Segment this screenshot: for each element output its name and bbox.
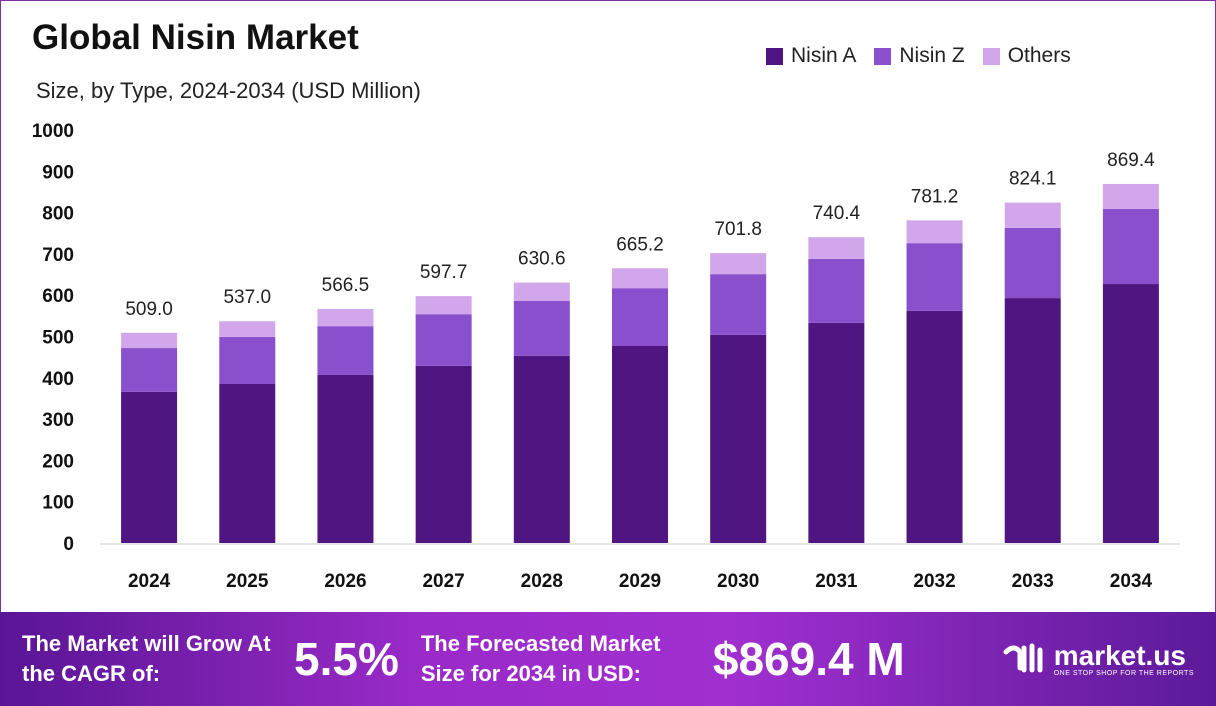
y-tick-label: 800: [42, 204, 74, 225]
forecast-value: $869.4 M: [712, 633, 905, 685]
x-tick-label: 2033: [1012, 571, 1054, 592]
y-tick-label: 700: [42, 245, 74, 266]
legend: Nisin A Nisin Z Others: [766, 44, 1071, 68]
bar-segment-nisin-z: [513, 300, 570, 356]
legend-item: Others: [982, 44, 1071, 68]
x-tick-label: 2028: [521, 571, 563, 592]
y-tick-label: 400: [42, 369, 74, 390]
bar-segment-nisin-z: [219, 336, 276, 384]
bar-segment-others: [317, 309, 374, 327]
chart-subtitle: Size, by Type, 2024-2034 (USD Million): [36, 78, 421, 103]
bar-total-label: 566.5: [322, 275, 370, 296]
bar-total-label: 781.2: [911, 186, 959, 207]
bar-total-label: 824.1: [1009, 169, 1057, 190]
bar-total-label: 740.4: [813, 203, 861, 224]
x-tick-label: 2029: [619, 571, 661, 592]
y-tick-label: 900: [42, 162, 74, 183]
y-tick-label: 100: [42, 493, 74, 514]
bar-segment-others: [612, 268, 668, 289]
bar-total-label: 630.6: [518, 249, 566, 270]
bar-total-label: 869.4: [1107, 150, 1155, 171]
bar-total-label: 537.0: [223, 287, 271, 308]
bar-segment-nisin-a: [612, 345, 668, 543]
legend-item: Nisin Z: [874, 44, 965, 68]
bar-total-label: 597.7: [420, 262, 468, 283]
bar-segment-others: [513, 282, 570, 301]
bar-segment-nisin-a: [513, 355, 570, 543]
market-us-logo-icon: [1003, 643, 1043, 673]
bar-segment-nisin-z: [710, 274, 767, 335]
bar-segment-nisin-z: [415, 314, 472, 366]
y-tick-label: 500: [42, 328, 74, 349]
bar-segment-nisin-z: [906, 243, 963, 311]
bar-segment-others: [415, 296, 472, 315]
cagr-value: 5.5%: [294, 633, 399, 685]
legend-item: Nisin A: [766, 44, 856, 68]
bar-segment-nisin-z: [808, 258, 865, 323]
y-tick-label: 200: [42, 451, 74, 472]
y-tick-label: 600: [42, 286, 74, 307]
cagr-label: The Market will Grow At the CAGR of:: [22, 631, 271, 686]
bar-total-label: 701.8: [714, 219, 762, 240]
bar-segment-nisin-a: [906, 310, 963, 543]
bar-segment-nisin-a: [808, 322, 865, 543]
bar-segment-others: [219, 321, 276, 337]
x-tick-label: 2032: [913, 571, 955, 592]
bar-segment-nisin-z: [317, 326, 374, 375]
bar-segment-nisin-a: [219, 383, 276, 543]
bar-segment-nisin-a: [415, 365, 472, 543]
brand-tagline: ONE STOP SHOP FOR THE REPORTS: [1053, 669, 1194, 677]
x-tick-label: 2024: [128, 571, 171, 592]
stacked-bar-chart: 0 100 200 300 400 500 600 700 800 900 1000 509.0 202…: [32, 121, 1180, 592]
bar-segment-others: [906, 220, 963, 244]
legend-label: Nisin Z: [899, 44, 965, 67]
bar-segment-others: [808, 237, 865, 259]
bar-segment-nisin-a: [317, 374, 374, 543]
y-tick-label: 1000: [32, 121, 74, 142]
legend-swatch: [982, 47, 1000, 65]
x-tick-label: 2030: [717, 571, 759, 592]
x-tick-label: 2027: [422, 571, 464, 592]
bar-segment-nisin-z: [1004, 227, 1061, 299]
bar-segment-nisin-a: [121, 391, 178, 543]
bar-segment-others: [710, 253, 767, 275]
legend-swatch: [874, 47, 892, 65]
bar-segment-nisin-a: [710, 334, 767, 543]
bar-segment-nisin-a: [1102, 284, 1159, 543]
x-tick-label: 2031: [815, 571, 858, 592]
chart-title: Global Nisin Market: [32, 18, 359, 57]
bar-total-label: 509.0: [125, 299, 173, 320]
x-tick-label: 2034: [1110, 571, 1153, 592]
bar-segment-nisin-z: [121, 348, 178, 392]
legend-label: Nisin A: [791, 44, 857, 67]
bar-segment-others: [121, 332, 178, 349]
bar-segment-nisin-z: [612, 288, 668, 346]
x-tick-label: 2025: [226, 571, 269, 592]
bar-segment-nisin-a: [1004, 298, 1061, 543]
bar-total-label: 665.2: [616, 234, 664, 255]
summary-banner: The Market will Grow At the CAGR of: 5.5…: [0, 612, 1216, 706]
brand-name: market.us: [1053, 639, 1187, 671]
legend-label: Others: [1007, 44, 1071, 67]
x-tick-label: 2026: [324, 571, 366, 592]
bar-segment-others: [1004, 202, 1061, 228]
bar-segment-others: [1102, 183, 1159, 209]
bar-segment-nisin-z: [1102, 208, 1159, 285]
market-us-logo: market.us ONE STOP SHOP FOR THE REPORTS: [1002, 639, 1194, 677]
y-tick-label: 300: [42, 410, 74, 431]
forecast-label: The Forecasted Market Size for 2034 in U…: [420, 631, 661, 686]
legend-swatch: [766, 47, 783, 65]
y-tick-label: 0: [63, 534, 74, 555]
